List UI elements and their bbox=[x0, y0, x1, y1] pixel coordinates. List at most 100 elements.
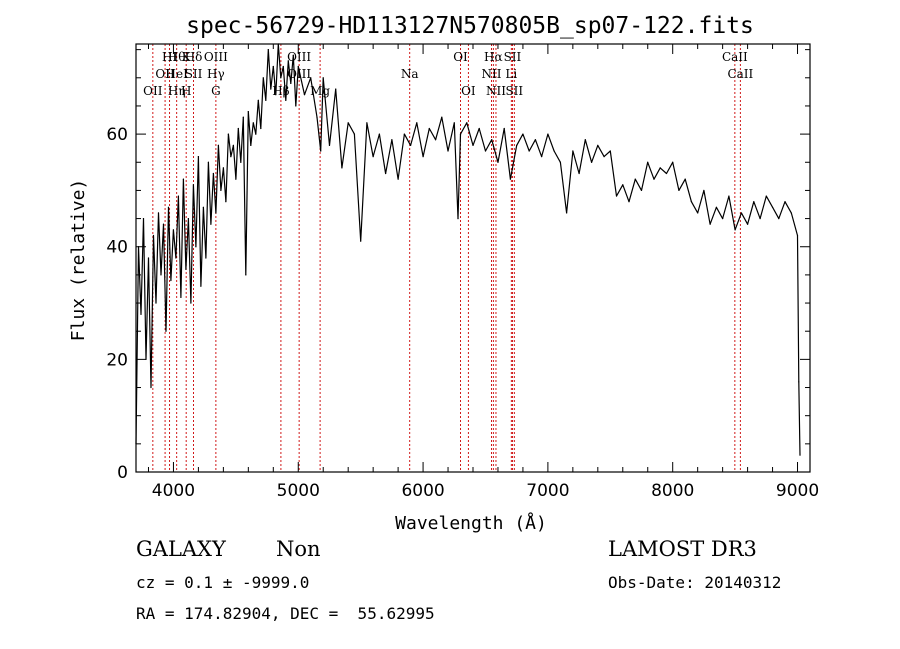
y-axis-label: Flux (relative) bbox=[68, 179, 89, 342]
spectrum-point bbox=[647, 161, 649, 163]
spectrum-point bbox=[160, 274, 162, 276]
line-label: Na bbox=[401, 67, 419, 81]
line-label: Hδ bbox=[185, 50, 203, 64]
spectrum-point bbox=[771, 206, 774, 208]
spectrum-point bbox=[182, 178, 185, 180]
spectrum-point bbox=[559, 161, 561, 163]
spectrum-point bbox=[215, 212, 217, 214]
spectrum-point bbox=[242, 116, 244, 118]
spectrum-point bbox=[162, 223, 165, 225]
spectrum-point bbox=[142, 217, 145, 220]
spectrum-point bbox=[441, 116, 443, 118]
spectrum-point bbox=[734, 229, 736, 231]
spectrum-point bbox=[534, 139, 537, 141]
spectrum-point bbox=[190, 302, 192, 304]
line-label: OIII bbox=[287, 67, 311, 81]
spectrum-point bbox=[165, 330, 167, 332]
spectrum-point bbox=[172, 229, 175, 231]
spectrum-point bbox=[192, 184, 195, 186]
spectrum-point bbox=[509, 178, 512, 180]
spectrum-point bbox=[185, 268, 187, 270]
spectrum-point bbox=[703, 189, 705, 192]
line-label: Hθ bbox=[168, 50, 186, 64]
spectrum-point bbox=[391, 139, 393, 141]
object-class: GALAXY bbox=[136, 537, 226, 561]
line-label: OIII bbox=[287, 50, 311, 64]
chart-title: spec-56729-HD113127N570805B_sp07-122.fit… bbox=[186, 13, 754, 39]
spectrum-point bbox=[240, 161, 242, 163]
spectrum-point bbox=[310, 77, 312, 79]
line-label: G bbox=[211, 84, 221, 98]
spectrum-point bbox=[584, 139, 586, 141]
spectrum-point bbox=[790, 212, 792, 214]
spectrum-point bbox=[175, 257, 177, 259]
line-label: CaII bbox=[727, 67, 753, 81]
spectrum-point bbox=[798, 381, 800, 383]
spectrum-point bbox=[690, 201, 693, 203]
spectrum-point bbox=[603, 156, 605, 158]
spectrum-point bbox=[697, 212, 699, 214]
coordinates-readout: RA = 174.82904, DEC = 55.62995 bbox=[136, 604, 435, 623]
spectrum-point bbox=[572, 150, 574, 152]
spectrum-point bbox=[590, 161, 593, 163]
spectrum-point bbox=[222, 167, 224, 169]
y-tick-label: 40 bbox=[106, 238, 128, 258]
y-tick-label: 60 bbox=[106, 125, 128, 145]
spectrum-point bbox=[765, 195, 767, 197]
x-tick-label: 5000 bbox=[277, 481, 320, 501]
survey-name: LAMOST DR3 bbox=[608, 537, 757, 561]
spectrum-point bbox=[372, 156, 374, 158]
spectrum-point bbox=[267, 49, 269, 51]
x-tick-label: 7000 bbox=[526, 481, 569, 501]
line-label: Hα bbox=[484, 50, 503, 64]
spectrum-point bbox=[528, 150, 530, 152]
spectrum-point bbox=[295, 105, 297, 107]
spectrum-point bbox=[225, 201, 227, 203]
spectrum-point bbox=[220, 189, 222, 192]
spectrum-point bbox=[292, 54, 294, 56]
spectrum-point bbox=[665, 172, 668, 175]
spectrum-point bbox=[167, 206, 170, 208]
spectrum-point bbox=[796, 234, 799, 237]
line-label: CaII bbox=[722, 50, 748, 64]
spectrum-point bbox=[255, 133, 257, 135]
spectrum-point bbox=[378, 133, 380, 135]
spectrum-point bbox=[245, 274, 247, 276]
spectrum-point bbox=[422, 156, 424, 158]
spectrum-point bbox=[366, 122, 368, 124]
spectrum-point bbox=[170, 279, 172, 282]
spectrum-point bbox=[237, 127, 239, 130]
spectrum-point bbox=[684, 178, 686, 180]
spectrum-point bbox=[541, 156, 543, 158]
spectrum-point bbox=[409, 144, 412, 146]
spectrum-point bbox=[403, 133, 405, 135]
spectrum-point bbox=[140, 313, 142, 315]
spectrum-point bbox=[709, 223, 711, 225]
spectrum-point bbox=[457, 217, 459, 220]
spectrum-point bbox=[287, 60, 289, 62]
line-label: OI bbox=[461, 84, 476, 98]
line-label: NII bbox=[486, 84, 506, 98]
spectrum-point bbox=[230, 156, 232, 158]
object-subclass: Non bbox=[276, 537, 321, 561]
spectrum-point bbox=[640, 189, 643, 192]
spectrum-point bbox=[634, 178, 636, 180]
spectrum-point bbox=[297, 65, 299, 68]
spectrum-point bbox=[217, 144, 219, 146]
spectrum-point bbox=[778, 217, 780, 220]
x-tick-label: 8000 bbox=[651, 481, 694, 501]
spectrum-point bbox=[459, 133, 462, 135]
spectrum-point bbox=[553, 150, 555, 152]
line-label: OII bbox=[143, 84, 163, 98]
spectrum-point bbox=[322, 77, 324, 79]
spectrum-point bbox=[347, 122, 349, 124]
spectrum-point bbox=[177, 195, 180, 197]
line-label: Hγ bbox=[207, 67, 225, 81]
line-label: K bbox=[182, 50, 192, 64]
spectrum-point bbox=[385, 172, 387, 175]
spectrum-point bbox=[205, 257, 207, 259]
line-label: OI bbox=[453, 50, 468, 64]
spectrum-point bbox=[472, 144, 474, 146]
spectrum-point bbox=[265, 99, 267, 101]
spectrum-point bbox=[341, 167, 343, 169]
